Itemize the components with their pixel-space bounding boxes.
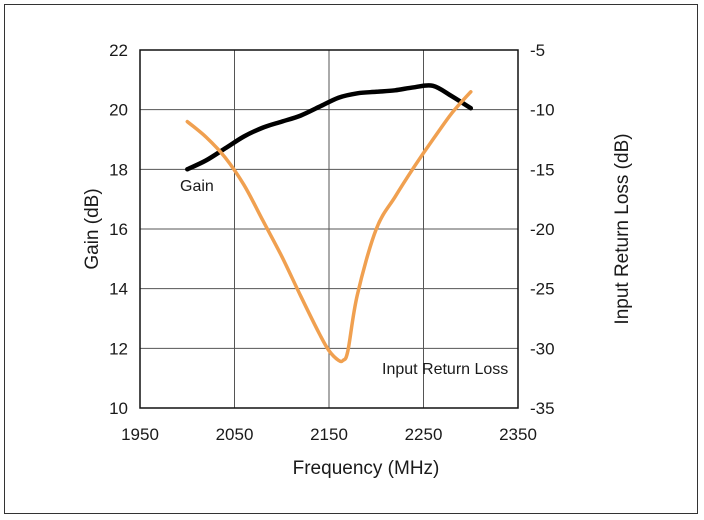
return-loss-series-label: Input Return Loss <box>382 361 508 378</box>
series-line-input-return-loss <box>185 90 473 364</box>
x-tick-label: 1950 <box>121 425 159 444</box>
x-tick-label: 2350 <box>499 425 537 444</box>
tick-label-layer: 1950 2050 2150 2250 2350 10 12 14 16 18 20 22 -35 -30… <box>109 41 555 444</box>
y-tick-label-right: -20 <box>530 220 555 239</box>
series-line-gain <box>185 83 474 172</box>
y-axis-title-left: Gain (dB) <box>82 188 103 269</box>
y-tick-label-right: -10 <box>530 101 555 120</box>
chart-frame <box>4 4 698 514</box>
y-tick-label-left: 12 <box>109 339 128 358</box>
y-axis-title-right: Input Return Loss (dB) <box>612 133 633 324</box>
y-tick-label-left: 20 <box>109 101 128 120</box>
y-tick-label-right: -35 <box>530 399 555 418</box>
y-tick-label-right: -15 <box>530 160 555 179</box>
x-tick-label: 2250 <box>405 425 443 444</box>
y-tick-label-left: 18 <box>109 160 128 179</box>
plot-area-border <box>139 49 519 409</box>
y-tick-label-right: -30 <box>530 339 555 358</box>
y-tick-label-right: -5 <box>530 41 545 60</box>
y-tick-label-left: 16 <box>109 220 128 239</box>
y-tick-label-left: 14 <box>109 280 128 299</box>
x-axis-title: Frequency (MHz) <box>293 458 440 479</box>
series-layer <box>185 83 474 364</box>
y-tick-label-right: -25 <box>530 280 555 299</box>
gain-series-label: Gain <box>180 178 214 195</box>
x-tick-label: 2150 <box>310 425 348 444</box>
y-tick-label-left: 22 <box>109 41 128 60</box>
y-tick-label-left: 10 <box>109 399 128 418</box>
x-tick-label: 2050 <box>216 425 254 444</box>
